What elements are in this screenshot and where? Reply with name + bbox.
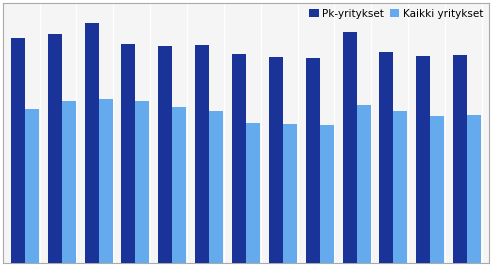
Bar <box>98 99 113 263</box>
Bar <box>158 46 172 263</box>
Legend: Pk-yritykset, Kaikki yritykset: Pk-yritykset, Kaikki yritykset <box>306 5 487 23</box>
Bar <box>357 105 370 263</box>
Bar <box>269 57 283 263</box>
Bar <box>135 101 150 263</box>
Bar <box>48 34 62 263</box>
Bar <box>394 111 407 263</box>
Bar <box>320 125 334 263</box>
Bar <box>122 44 135 263</box>
Bar <box>232 54 246 263</box>
Bar <box>306 58 320 263</box>
Bar <box>25 109 39 263</box>
Bar <box>430 117 444 263</box>
Bar <box>283 124 297 263</box>
Bar <box>467 115 481 263</box>
Bar <box>379 52 394 263</box>
Bar <box>195 45 209 263</box>
Bar <box>246 123 260 263</box>
Bar <box>11 38 25 263</box>
Bar <box>172 107 186 263</box>
Bar <box>85 23 98 263</box>
Bar <box>342 32 357 263</box>
Bar <box>209 111 223 263</box>
Bar <box>62 101 76 263</box>
Bar <box>416 56 430 263</box>
Bar <box>453 55 467 263</box>
